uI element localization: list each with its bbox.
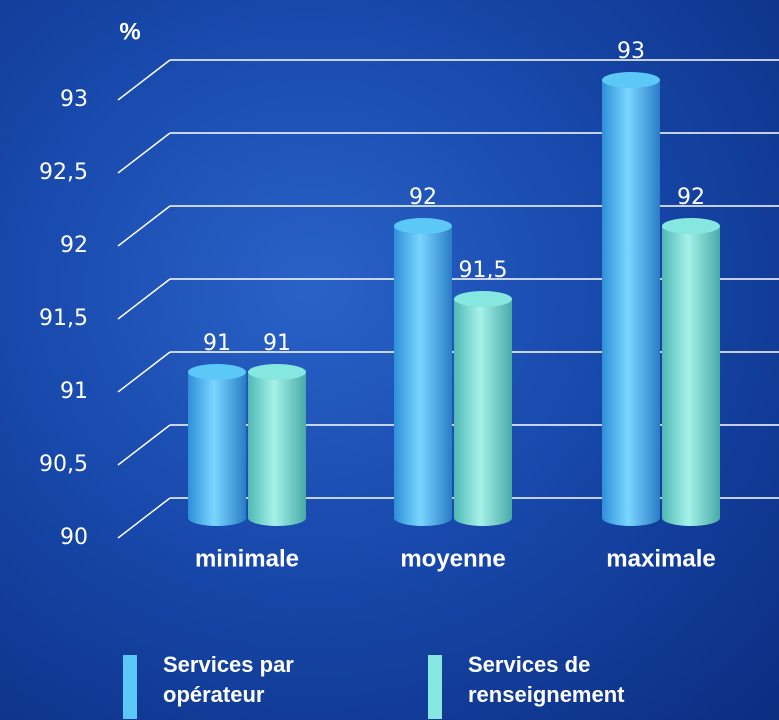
y-tick-label: 92 [60,233,88,258]
bar-top [394,218,452,234]
bar-top [662,218,720,234]
bar [188,372,246,526]
legend-label: Services de renseignement [468,652,625,707]
legend-label: Services par opérateur [163,652,294,707]
bar-top [602,72,660,88]
legend-swatch [428,655,442,719]
bar-top [248,364,306,380]
y-tick-label: 91,5 [39,306,88,331]
y-tick-label: 91 [60,379,88,404]
bar [602,80,660,526]
value-label: 92 [677,185,705,210]
y-tick-label: 90,5 [39,452,88,477]
value-label: 91,5 [459,258,508,283]
value-label: 92 [409,185,437,210]
grid-line [117,497,171,539]
bar-top [454,291,512,307]
x-tick-label: moyenne [400,545,505,572]
y-axis-label: % [119,18,140,45]
grid-line [117,424,171,466]
y-tick-label: 90 [60,525,88,550]
grid-line [117,351,171,393]
x-tick-label: minimale [195,545,299,572]
y-tick-label: 92,5 [39,160,88,185]
bar [454,299,512,526]
bar [394,226,452,526]
bar-top [188,364,246,380]
grid-line [117,132,171,174]
grid-line [117,278,171,320]
x-tick-label: maximale [606,545,715,572]
y-tick-label: 93 [60,87,88,112]
value-label: 93 [617,39,645,64]
grid-line [117,59,171,101]
bar [662,226,720,526]
legend-swatch [123,655,137,719]
value-label: 91 [203,331,231,356]
bar [248,372,306,526]
value-label: 91 [263,331,291,356]
grid-line [117,205,171,247]
